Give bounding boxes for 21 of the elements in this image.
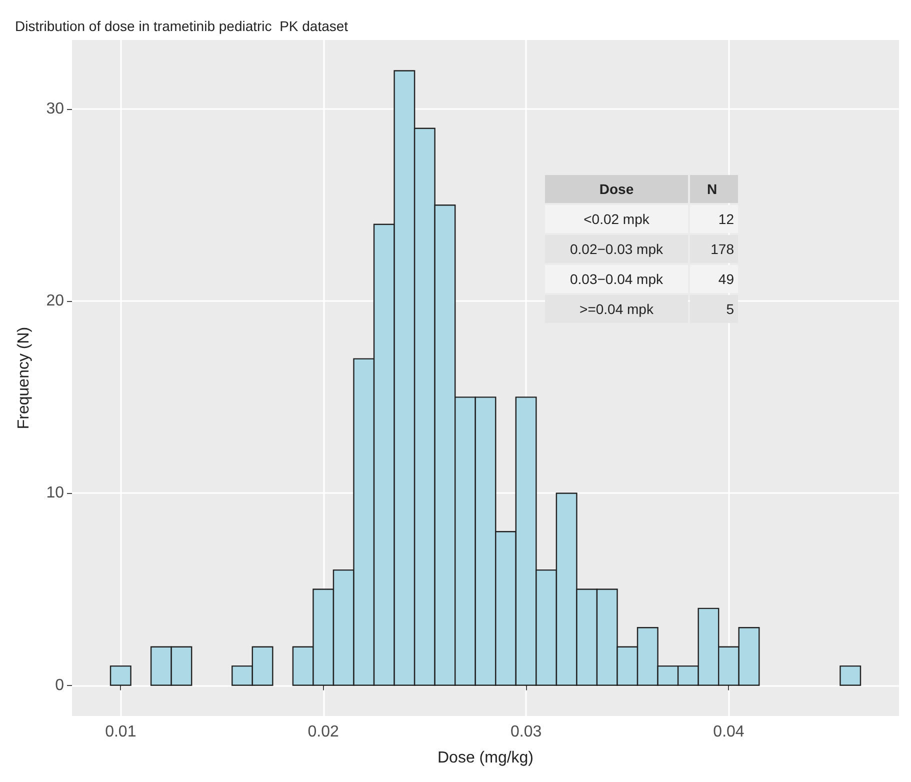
x-tick-label: 0.03	[510, 724, 542, 740]
x-axis-title: Dose (mg/kg)	[437, 750, 534, 766]
annotation: 0.02−0.03 mpk	[545, 235, 688, 263]
y-tick-label: 0	[55, 676, 64, 694]
annotation: <0.02 mpk	[545, 205, 688, 233]
y-axis-title: Frequency (N)	[16, 326, 32, 430]
y-tick-label: 10	[46, 484, 64, 502]
annotation: 178	[690, 235, 738, 263]
annotation: 0.03−0.04 mpk	[545, 265, 688, 293]
chart-title: Distribution of dose in trametinib pediatric PK dataset	[15, 18, 348, 34]
annotation: 12	[690, 205, 738, 233]
annotation: 5	[690, 295, 738, 323]
y-tick-label: 30	[46, 100, 64, 118]
annotation: N	[690, 175, 738, 203]
x-tick-label: 0.01	[105, 724, 136, 740]
annotation: >=0.04 mpk	[545, 295, 688, 323]
y-tick-label: 20	[46, 292, 64, 310]
x-tick-label: 0.02	[308, 724, 340, 740]
x-tick-label: 0.04	[713, 724, 744, 740]
annotation: Dose	[545, 175, 688, 203]
annotation: 49	[690, 265, 738, 293]
